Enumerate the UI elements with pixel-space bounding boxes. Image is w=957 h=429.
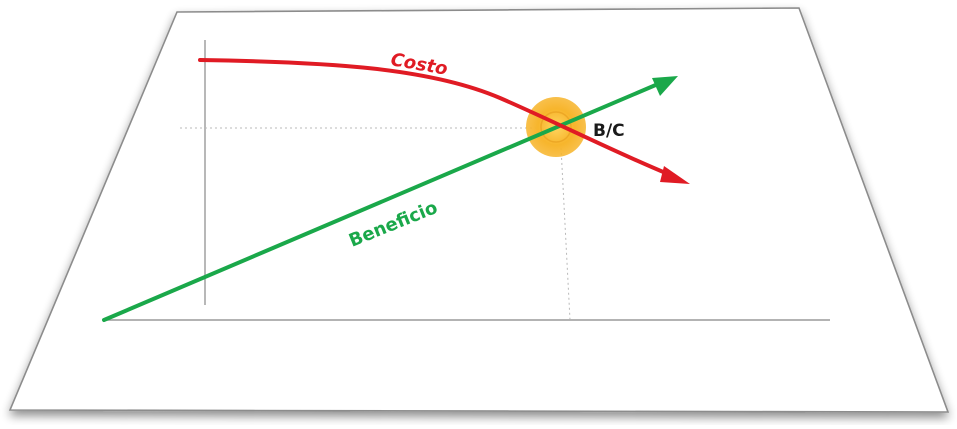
vertical-guide-line xyxy=(559,127,571,321)
intersection-ring xyxy=(540,111,572,143)
benefit-arrowhead xyxy=(652,76,678,96)
benefit-line xyxy=(102,82,660,322)
cost-arrowhead xyxy=(660,166,690,184)
paper-sheet xyxy=(8,7,950,413)
cost-curve xyxy=(198,58,670,176)
intersection-label: B/C xyxy=(593,121,625,141)
